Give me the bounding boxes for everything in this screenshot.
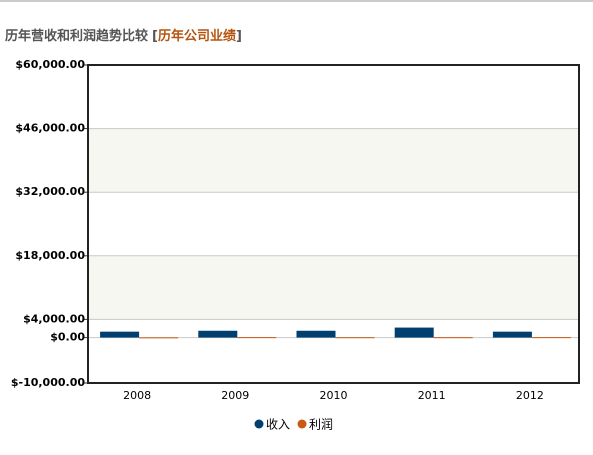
x-tick-label: 2011	[418, 389, 446, 402]
y-tick-label: $18,000.00	[15, 249, 85, 262]
bar	[100, 331, 140, 338]
x-tick-label: 2008	[123, 389, 151, 402]
bar	[296, 330, 336, 338]
plot-band	[88, 128, 579, 193]
y-tick-label: $0.00	[50, 331, 85, 344]
legend-marker	[254, 419, 264, 429]
plot: $-10,000.00 $0.00 $4,000.00 $18,000.00 $32,0…	[11, 58, 580, 432]
y-tick-label: $46,000.00	[15, 122, 85, 135]
bar	[394, 327, 434, 338]
bar	[433, 337, 473, 339]
y-tick-label: $4,000.00	[23, 312, 85, 325]
bracket: [	[152, 29, 158, 44]
bar	[531, 337, 571, 339]
legend-label: 收入	[266, 418, 290, 432]
legend-marker	[297, 419, 307, 429]
y-tick-label: $32,000.00	[15, 185, 85, 198]
bar	[237, 337, 277, 339]
chart-title: 历年营收和利润趋势比较	[5, 28, 148, 44]
y-tick-label: $60,000.00	[15, 58, 85, 71]
legend-label: 利润	[309, 418, 333, 432]
plot-band	[88, 255, 579, 320]
bar	[139, 337, 179, 339]
bar	[198, 330, 238, 338]
title-link[interactable]: 历年公司业绩	[158, 28, 236, 44]
plot-border	[87, 64, 580, 384]
bracket: ]	[236, 29, 242, 44]
x-tick-label: 2009	[221, 389, 249, 402]
y-tick-label: $-10,000.00	[11, 376, 85, 389]
chart-title-group: 历年营收和利润趋势比较 [历年公司业绩]	[5, 28, 242, 44]
bar	[492, 331, 532, 338]
bar	[335, 337, 375, 339]
x-tick-label: 2010	[320, 389, 348, 402]
x-tick-label: 2012	[516, 389, 544, 402]
